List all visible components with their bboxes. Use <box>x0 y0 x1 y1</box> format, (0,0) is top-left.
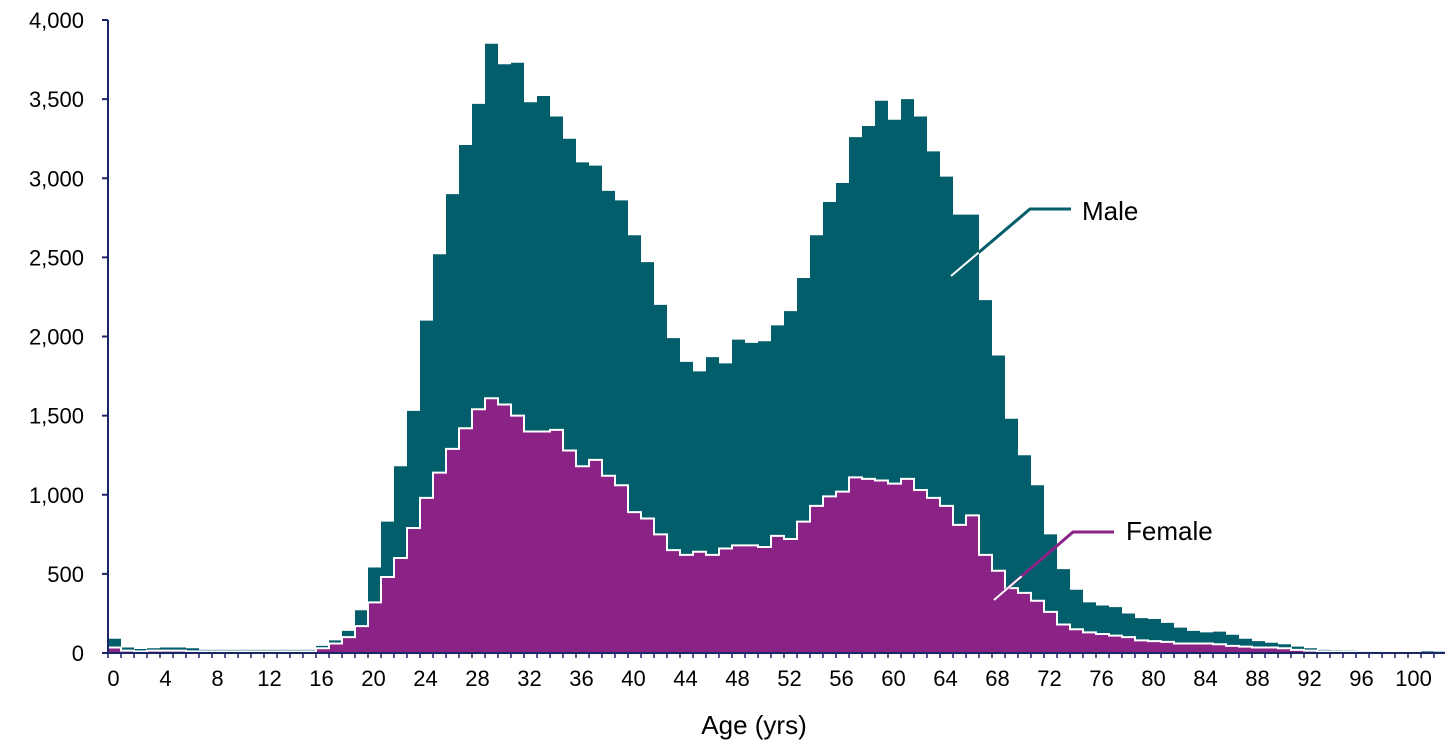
x-tick-label: 80 <box>1141 666 1165 691</box>
x-tick-label: 88 <box>1245 666 1269 691</box>
legend-label-male: Male <box>1082 196 1138 226</box>
x-tick-label: 56 <box>829 666 853 691</box>
x-tick-label: 72 <box>1037 666 1061 691</box>
y-tick-label: 2,000 <box>29 325 84 350</box>
y-tick-label: 3,000 <box>29 166 84 191</box>
x-tick-label: 68 <box>985 666 1009 691</box>
x-tick-label: 48 <box>725 666 749 691</box>
legend: Male Female <box>950 196 1213 602</box>
x-tick-label: 84 <box>1193 666 1217 691</box>
x-tick-label: 28 <box>465 666 489 691</box>
x-tick-label: 76 <box>1089 666 1113 691</box>
x-ticks: 0 4 8 12 16 20 24 28 32 36 40 44 48 52 56 60 64 68 72 76 80 8… <box>107 653 1435 691</box>
y-tick-label: 3,500 <box>29 87 84 112</box>
y-ticks: 0 500 1,000 1,500 2,000 2,500 3,000 3,500 4,000 <box>29 8 108 666</box>
x-tick-label: 92 <box>1297 666 1321 691</box>
x-tick-label: 36 <box>569 666 593 691</box>
x-tick-label: 32 <box>517 666 541 691</box>
y-tick-label: 4,000 <box>29 8 84 33</box>
x-tick-label: 0 <box>107 666 119 691</box>
x-tick-label: 8 <box>211 666 223 691</box>
x-tick-label: 24 <box>413 666 437 691</box>
y-tick-label: 1,500 <box>29 404 84 429</box>
female-outline <box>108 397 1445 654</box>
female-area <box>108 398 1445 653</box>
y-tick-label: 1,000 <box>29 483 84 508</box>
y-tick-label: 2,500 <box>29 245 84 270</box>
x-tick-label: 4 <box>159 666 171 691</box>
x-tick-label: 64 <box>933 666 957 691</box>
legend-label-female: Female <box>1126 516 1213 546</box>
x-tick-label: 12 <box>257 666 281 691</box>
x-tick-label: 16 <box>309 666 333 691</box>
legend-leader-inner-female <box>993 575 1023 601</box>
y-tick-label: 500 <box>47 562 84 587</box>
x-tick-label: 44 <box>673 666 697 691</box>
axes: 05001,0001,5002,0002,5003,0003,5004,000 … <box>29 8 1445 691</box>
x-tick-label: 96 <box>1349 666 1373 691</box>
legend-leader-inner-male <box>950 251 980 277</box>
male-area <box>108 43 1445 653</box>
x-tick-label: 20 <box>361 666 385 691</box>
plot-area <box>108 43 1445 654</box>
x-tick-label: 40 <box>621 666 645 691</box>
x-tick-label: 100 <box>1395 666 1432 691</box>
x-tick-label: 52 <box>777 666 801 691</box>
x-axis-title: Age (yrs) <box>701 710 806 740</box>
y-tick-label: 0 <box>72 641 84 666</box>
x-tick-label: 60 <box>881 666 905 691</box>
